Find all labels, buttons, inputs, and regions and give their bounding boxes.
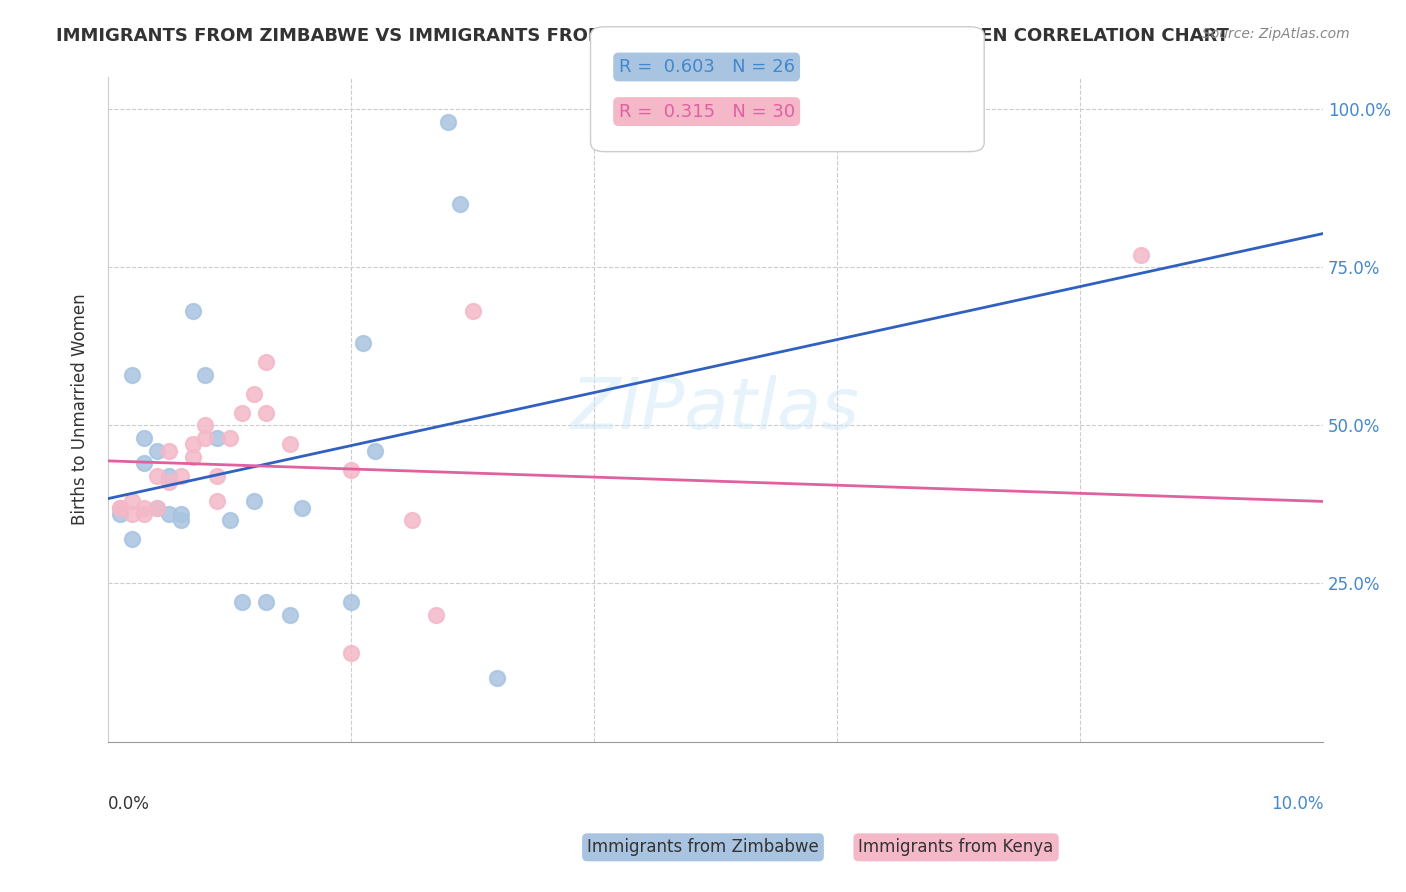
Point <box>194 431 217 445</box>
Point <box>207 494 229 508</box>
Point <box>340 462 363 476</box>
Point <box>401 513 423 527</box>
Point <box>157 469 180 483</box>
Point <box>170 469 193 483</box>
Point <box>231 406 253 420</box>
Point <box>145 500 167 515</box>
Text: 0.0%: 0.0% <box>108 795 150 813</box>
Point <box>181 304 204 318</box>
Point <box>134 500 156 515</box>
Point <box>352 336 374 351</box>
Point <box>218 513 240 527</box>
Point <box>121 532 143 546</box>
Text: Immigrants from Zimbabwe: Immigrants from Zimbabwe <box>588 838 818 856</box>
Point <box>291 500 314 515</box>
Text: Source: ZipAtlas.com: Source: ZipAtlas.com <box>1202 27 1350 41</box>
Point <box>437 114 460 128</box>
Text: ZIPatlas: ZIPatlas <box>571 375 860 444</box>
Point <box>449 197 471 211</box>
Point <box>194 418 217 433</box>
Point <box>461 304 484 318</box>
Text: Immigrants from Kenya: Immigrants from Kenya <box>859 838 1053 856</box>
Point <box>181 450 204 464</box>
Point <box>121 368 143 382</box>
Point <box>218 431 240 445</box>
Point <box>157 475 180 490</box>
Point <box>121 494 143 508</box>
Point <box>145 443 167 458</box>
Text: R =  0.315   N = 30: R = 0.315 N = 30 <box>619 103 794 120</box>
Text: 10.0%: 10.0% <box>1271 795 1323 813</box>
Point <box>145 500 167 515</box>
Point <box>340 646 363 660</box>
Point <box>243 494 266 508</box>
Point <box>108 500 131 515</box>
Point <box>1129 247 1152 261</box>
Point <box>254 406 277 420</box>
Point <box>254 355 277 369</box>
Point <box>157 507 180 521</box>
Point <box>231 595 253 609</box>
Point <box>108 507 131 521</box>
Point <box>108 500 131 515</box>
Point <box>134 431 156 445</box>
Point <box>207 431 229 445</box>
Point <box>254 595 277 609</box>
Y-axis label: Births to Unmarried Women: Births to Unmarried Women <box>72 293 89 525</box>
Point <box>194 368 217 382</box>
Text: R =  0.603   N = 26: R = 0.603 N = 26 <box>619 58 794 76</box>
Point <box>364 443 387 458</box>
Point <box>134 456 156 470</box>
Point <box>170 507 193 521</box>
Point <box>425 608 447 623</box>
Point <box>145 469 167 483</box>
Point <box>181 437 204 451</box>
Point <box>134 507 156 521</box>
Point <box>485 671 508 685</box>
Point <box>278 437 301 451</box>
Point <box>207 469 229 483</box>
Point <box>170 513 193 527</box>
Point <box>157 443 180 458</box>
Text: IMMIGRANTS FROM ZIMBABWE VS IMMIGRANTS FROM KENYA BIRTHS TO UNMARRIED WOMEN CORR: IMMIGRANTS FROM ZIMBABWE VS IMMIGRANTS F… <box>56 27 1229 45</box>
Point <box>121 507 143 521</box>
Point <box>278 608 301 623</box>
Point <box>243 386 266 401</box>
Point <box>340 595 363 609</box>
